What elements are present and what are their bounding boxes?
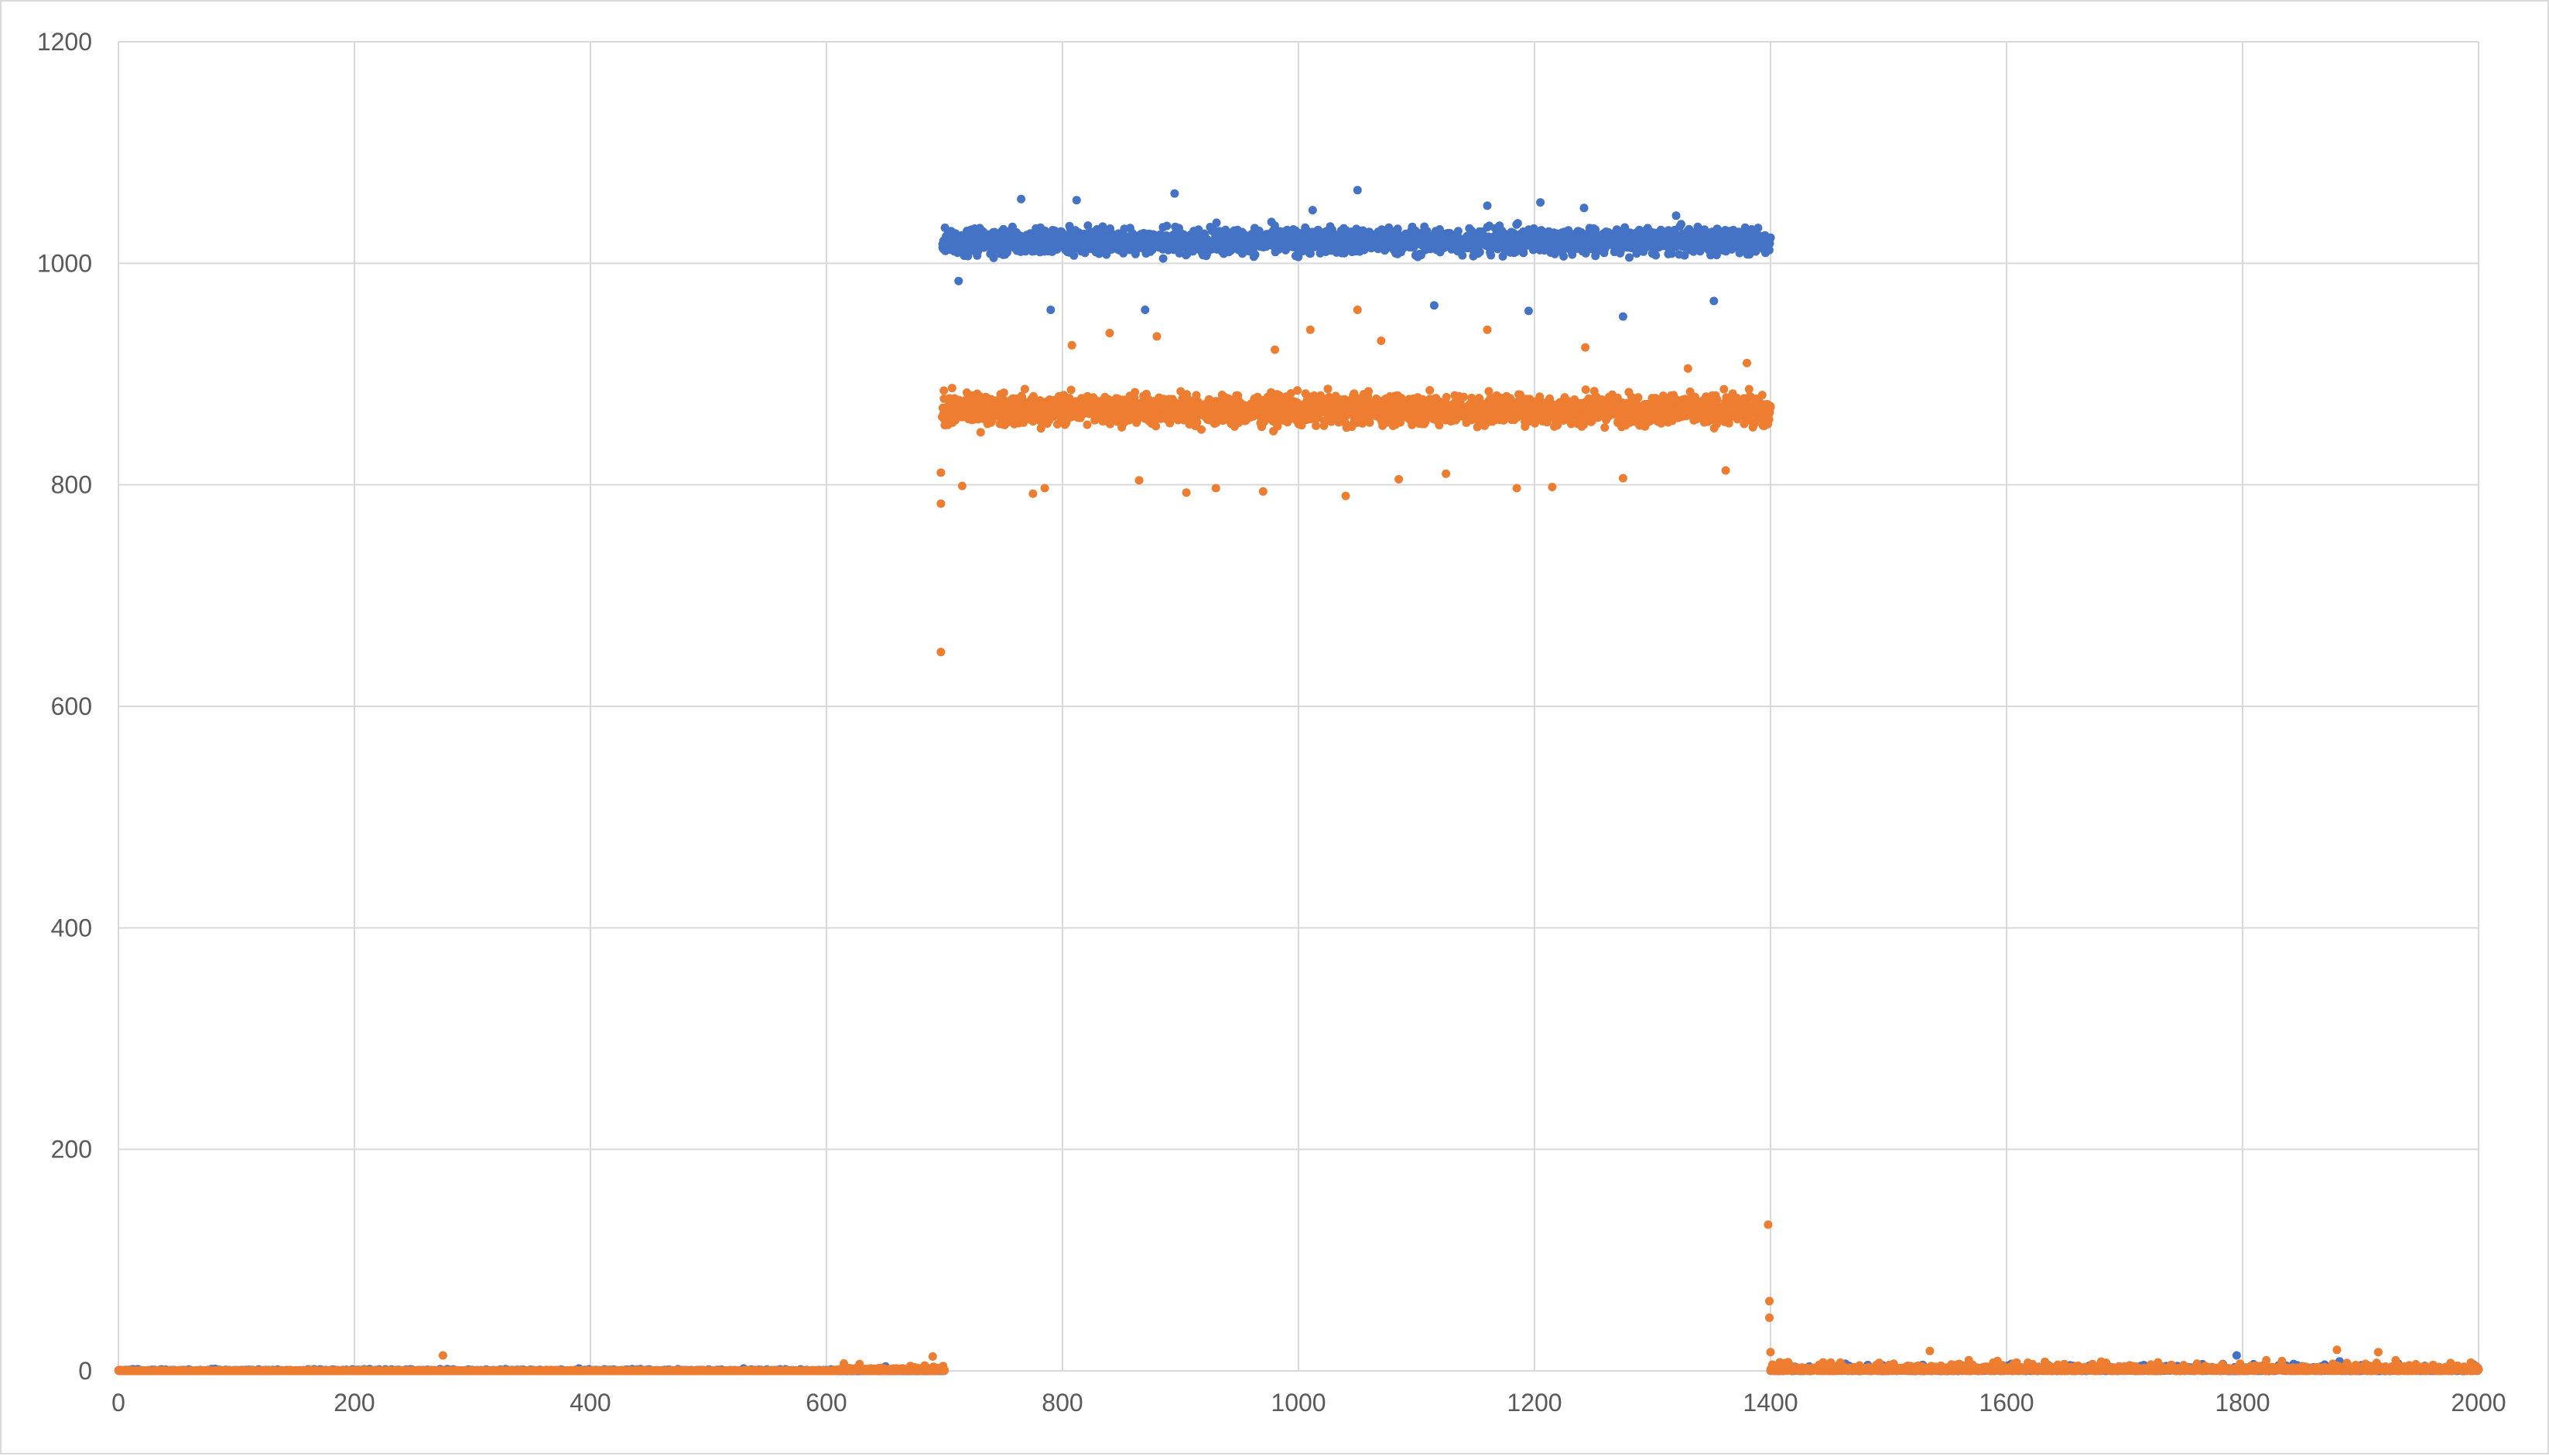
x-tick-label: 200 xyxy=(334,1389,375,1417)
x-tick-label: 1000 xyxy=(1271,1389,1326,1417)
y-tick-label: 400 xyxy=(51,914,92,942)
y-tick-label: 0 xyxy=(78,1357,92,1385)
x-tick-label: 2000 xyxy=(2451,1389,2506,1417)
x-tick-label: 1800 xyxy=(2215,1389,2270,1417)
x-tick-label: 0 xyxy=(111,1389,125,1417)
y-tick-label: 800 xyxy=(51,471,92,499)
data-point xyxy=(1625,253,1634,261)
y-tick-label: 200 xyxy=(51,1136,92,1164)
data-point xyxy=(1767,234,1775,242)
y-tick-label: 1200 xyxy=(37,28,92,56)
x-tick-label: 1400 xyxy=(1743,1389,1798,1417)
x-tick-label: 1200 xyxy=(1507,1389,1562,1417)
data-point xyxy=(1458,251,1466,260)
data-point xyxy=(1651,251,1660,260)
data-point xyxy=(1251,251,1260,259)
x-tick-label: 1600 xyxy=(1979,1389,2034,1417)
data-point xyxy=(1754,224,1762,232)
data-point xyxy=(1069,251,1078,260)
data-point xyxy=(1677,220,1685,228)
data-point xyxy=(1099,222,1107,231)
data-point xyxy=(1162,222,1171,231)
x-tick-label: 400 xyxy=(570,1389,611,1417)
data-point xyxy=(1213,218,1221,227)
data-point xyxy=(1476,248,1484,256)
data-point xyxy=(1487,251,1495,260)
data-point xyxy=(1159,255,1168,263)
x-tick-label: 800 xyxy=(1042,1389,1083,1417)
data-point xyxy=(1514,219,1522,227)
x-tick-label: 600 xyxy=(806,1389,847,1417)
y-tick-label: 600 xyxy=(51,692,92,720)
y-tick-label: 1000 xyxy=(37,249,92,277)
